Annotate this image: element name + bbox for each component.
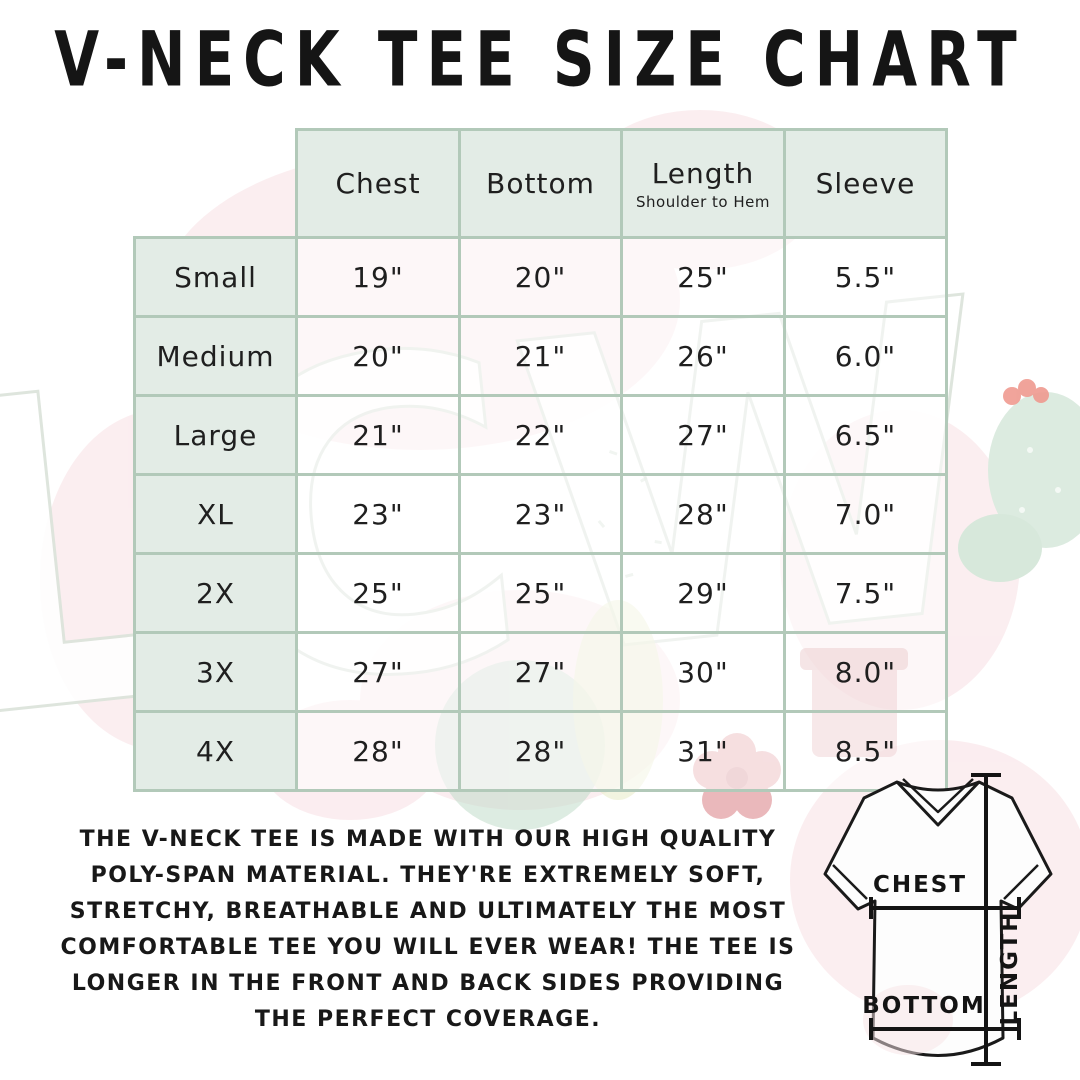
right-cuff-line [1003,864,1039,900]
sleeve-value: 7.5" [783,552,948,634]
column-header-sleeve: Sleeve [783,128,948,239]
sleeve-value: 7.0" [783,473,948,555]
column-header-length: Length Shoulder to Hem [620,128,786,239]
sleeve-value: 5.5" [783,236,948,318]
length-measure-line [971,773,1001,1066]
table-row-large: Large 21" 22" 27" 6.5" [133,394,948,476]
sleeve-value: 8.5" [783,710,948,792]
size-table: Chest Bottom Length Shoulder to Hem Slee… [133,128,948,792]
length-measure-label: LENGTH [997,910,1023,1025]
chest-value: 19" [295,236,461,318]
length-value: 26" [620,315,786,397]
vneck-collar-inner [902,778,974,814]
page-title: V-NECK TEE SIZE CHART [54,15,1026,104]
length-value: 25" [620,236,786,318]
length-value: 31" [620,710,786,792]
table-row-2x: 2X 25" 25" 29" 7.5" [133,552,948,634]
size-label: Medium [133,315,298,397]
sleeve-value: 6.5" [783,394,948,476]
bottom-value: 21" [458,315,623,397]
bottom-value: 23" [458,473,623,555]
length-value: 29" [620,552,786,634]
column-header-bottom-label: Bottom [486,167,595,200]
bottom-value: 25" [458,552,623,634]
size-label: Small [133,236,298,318]
chest-value: 23" [295,473,461,555]
column-header-length-subtitle: Shoulder to Hem [635,192,770,211]
chest-value: 21" [295,394,461,476]
column-header-bottom: Bottom [458,128,623,239]
size-label: 4X [133,710,298,792]
bottom-measure-label: BOTTOM [862,993,985,1019]
length-value: 30" [620,631,786,713]
bottom-value: 28" [458,710,623,792]
chest-value: 20" [295,315,461,397]
table-row-small: Small 19" 20" 25" 5.5" [133,236,948,318]
chest-measure-line [869,897,1021,919]
description-text: THE V-NECK TEE IS MADE WITH OUR HIGH QUA… [60,827,796,1032]
bottom-value: 27" [458,631,623,713]
bottom-value: 22" [458,394,623,476]
header-row: Chest Bottom Length Shoulder to Hem Slee… [135,128,948,239]
left-cuff-line [832,864,868,900]
table-row-3x: 3X 27" 27" 30" 8.0" [133,631,948,713]
size-label: Large [133,394,298,476]
column-header-length-label: Length [651,156,755,190]
column-header-sleeve-label: Sleeve [815,167,916,200]
sleeve-value: 8.0" [783,631,948,713]
size-label: 2X [133,552,298,634]
column-header-chest: Chest [295,128,461,239]
bottom-value: 20" [458,236,623,318]
corner-blank-cell [135,130,297,238]
length-value: 27" [620,394,786,476]
length-value: 28" [620,473,786,555]
table-row-4x: 4X 28" 28" 31" 8.5" [133,710,948,792]
table-row-xl: XL 23" 23" 28" 7.0" [133,473,948,555]
tee-pink-tint [863,985,953,1055]
column-header-chest-label: Chest [335,167,421,200]
tee-diagram: CHEST BOTTOM LENGTH [823,773,1053,1066]
chest-measure-label: CHEST [873,872,967,898]
watermark-cactus [958,379,1080,582]
table-row-medium: Medium 20" 21" 26" 6.0" [133,315,948,397]
vneck-collar-outer [895,780,981,827]
chest-value: 25" [295,552,461,634]
size-label: 3X [133,631,298,713]
size-label: XL [133,473,298,555]
chest-value: 28" [295,710,461,792]
chest-value: 27" [295,631,461,713]
sleeve-value: 6.0" [783,315,948,397]
bottom-measure-line [869,1018,1021,1040]
